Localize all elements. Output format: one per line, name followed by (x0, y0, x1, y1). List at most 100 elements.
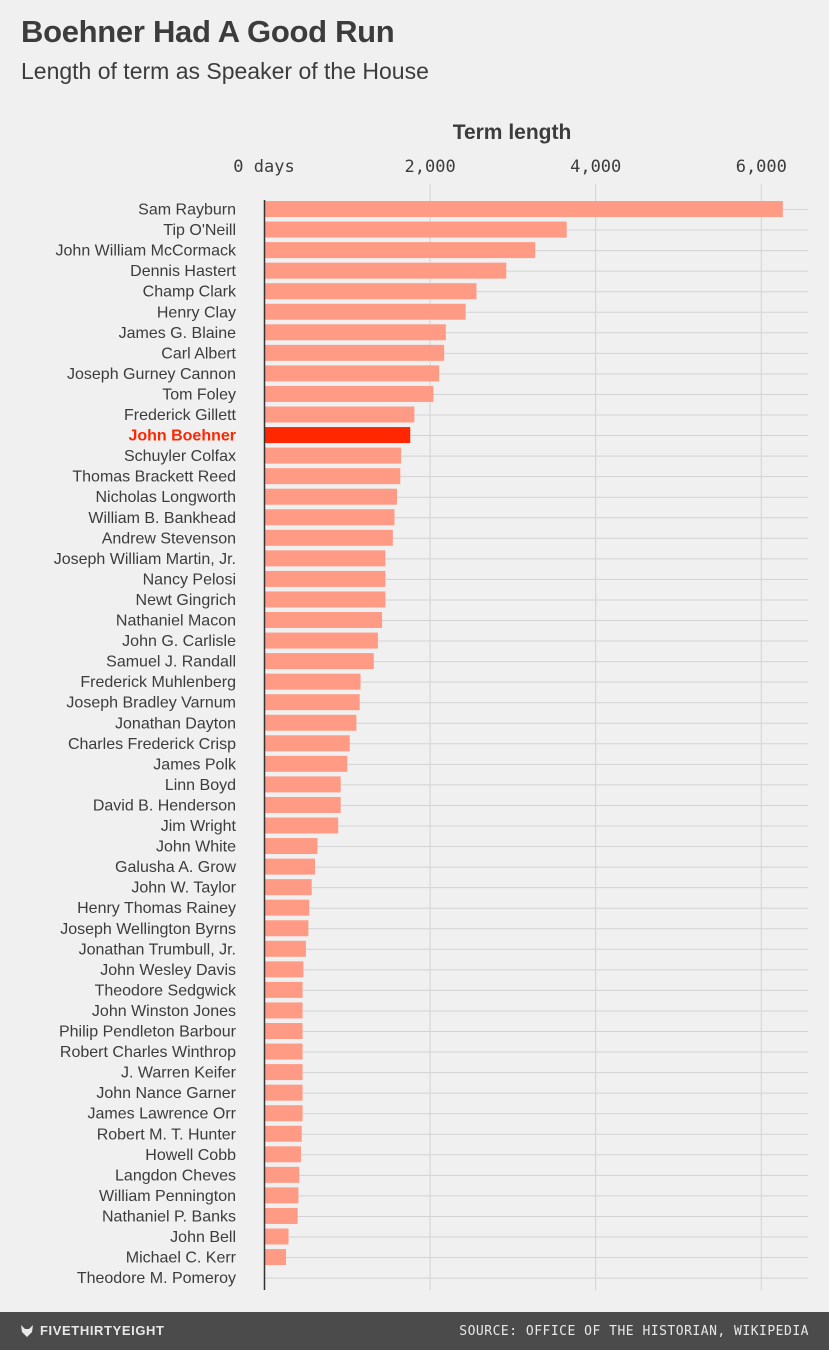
category-label: William Pennington (99, 1188, 236, 1205)
bar (264, 344, 445, 361)
bar-layer (264, 201, 783, 1286)
bar (264, 817, 339, 834)
chart-title: Boehner Had A Good Run (21, 14, 395, 49)
category-label: Jonathan Trumbull, Jr. (79, 941, 236, 958)
category-label: Joseph Bradley Varnum (66, 695, 236, 712)
category-label: John G. Carlisle (122, 633, 236, 650)
bar (264, 632, 378, 649)
category-label: Samuel J. Randall (106, 654, 236, 671)
bar (264, 694, 360, 711)
category-label: Frederick Gillett (124, 407, 237, 424)
bar (264, 406, 415, 423)
category-label: John Wesley Davis (100, 962, 236, 979)
bar (264, 940, 306, 957)
bar (264, 981, 303, 998)
bar (264, 1002, 303, 1019)
category-label: Tip O'Neill (163, 222, 236, 239)
fox-icon (21, 1324, 33, 1337)
bar (264, 776, 341, 793)
category-label: Nathaniel P. Banks (102, 1208, 236, 1225)
footer-bar: FIVETHIRTYEIGHT SOURCE: OFFICE OF THE HI… (0, 1312, 829, 1350)
bar (264, 1228, 289, 1245)
category-label: John Boehner (128, 428, 236, 445)
category-label: John William McCormack (56, 243, 237, 260)
tick-layer: 0 days 2,000 4,000 6,000 (233, 157, 787, 177)
category-label: Howell Cobb (145, 1147, 236, 1164)
bar (264, 1166, 300, 1183)
category-label: John Nance Garner (96, 1085, 236, 1102)
bar (264, 262, 507, 279)
bar (264, 612, 383, 628)
category-label: Jonathan Dayton (115, 715, 236, 732)
category-label: Schuyler Colfax (124, 448, 236, 465)
category-label: William B. Bankhead (88, 510, 236, 527)
x-tick-label: 6,000 (736, 157, 787, 177)
category-label: Tom Foley (162, 386, 236, 403)
bar (264, 365, 440, 382)
category-label: Nancy Pelosi (143, 571, 236, 588)
category-label: James Polk (153, 756, 237, 773)
x-axis-title: Term length (453, 121, 572, 144)
bar (264, 201, 783, 217)
bar (264, 714, 357, 731)
fivethirtyeight-logo: FIVETHIRTYEIGHT (20, 1323, 165, 1338)
label-layer: Sam Rayburn Tip O'Neill John William McCor… (54, 202, 237, 1288)
category-label: Carl Albert (161, 345, 236, 362)
bar (264, 961, 304, 978)
x-tick-label: 2,000 (405, 157, 456, 177)
category-label: Dennis Hastert (130, 263, 236, 280)
category-label: Champ Clark (143, 284, 237, 301)
bar (264, 303, 466, 320)
category-label: Joseph William Martin, Jr. (54, 551, 236, 568)
category-label: Henry Thomas Rainey (77, 900, 236, 917)
bar (264, 1023, 303, 1039)
source-note: SOURCE: OFFICE OF THE HISTORIAN, WIKIPED… (459, 1324, 809, 1339)
bar (264, 221, 567, 238)
bar (264, 283, 477, 300)
bar (264, 653, 374, 670)
bar (264, 550, 386, 567)
category-label: Joseph Wellington Byrns (60, 921, 236, 938)
logo-text: FIVETHIRTYEIGHT (40, 1323, 165, 1338)
x-tick-label: 4,000 (570, 157, 621, 177)
bar (264, 1043, 303, 1060)
category-label: Charles Frederick Crisp (68, 736, 236, 753)
bar (264, 1105, 303, 1122)
x-tick-label: 0 days (233, 157, 294, 177)
bar (264, 242, 536, 259)
category-label: David B. Henderson (93, 797, 236, 814)
bar (264, 796, 341, 813)
bar (264, 509, 395, 526)
category-label: Thomas Brackett Reed (72, 469, 236, 486)
category-label: Andrew Stevenson (102, 530, 236, 547)
category-label: John W. Taylor (131, 880, 236, 897)
category-label: Henry Clay (157, 304, 236, 321)
category-label: Nathaniel Macon (116, 613, 236, 630)
bar (264, 570, 386, 587)
bar (264, 899, 310, 916)
category-label: J. Warren Keifer (121, 1065, 237, 1082)
category-label: John Bell (170, 1229, 236, 1246)
category-label: Robert M. T. Hunter (97, 1126, 237, 1143)
bar (264, 1084, 303, 1101)
chart-subtitle: Length of term as Speaker of the House (21, 58, 429, 84)
bar (264, 1125, 302, 1142)
bar (264, 1064, 303, 1081)
bar-chart: Sam Rayburn Tip O'Neill John William McCor… (54, 121, 808, 1290)
category-label: Frederick Muhlenberg (80, 674, 236, 691)
category-label: Newt Gingrich (136, 592, 236, 609)
bar (264, 858, 316, 875)
bar (264, 1187, 299, 1204)
bar (264, 591, 386, 608)
bar (264, 1146, 301, 1163)
bar (264, 1207, 298, 1224)
category-label: John White (156, 839, 236, 856)
category-label: Jim Wright (161, 818, 237, 835)
bar (264, 673, 361, 690)
bar (264, 1249, 287, 1266)
bar (264, 735, 350, 752)
bar (264, 488, 397, 505)
category-label: Michael C. Kerr (126, 1250, 237, 1267)
bar (264, 879, 312, 896)
category-label: James G. Blaine (119, 325, 236, 342)
